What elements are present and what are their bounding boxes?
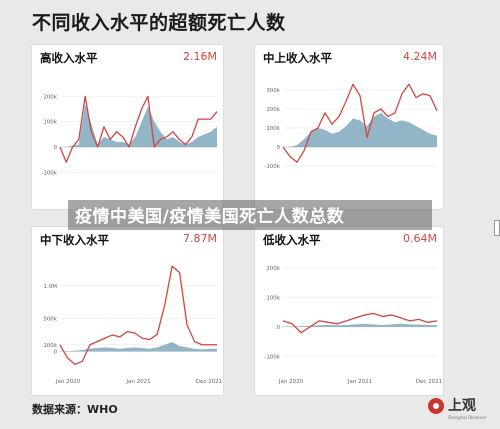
chart-svg-low-income: 200k 100k 0 -100k Jan 2020 Jan 2021 Dec 2021 (264, 266, 442, 385)
overlay-banner-text: 疫情中美国/疫情美国死亡人数总数 (75, 207, 345, 227)
panel-total: 2.16M (183, 50, 217, 63)
y-tick-label: 200k (266, 266, 280, 272)
panel-title: 中上收入水平 (263, 51, 332, 65)
y-tick-label: 100k (43, 120, 57, 126)
y-tick-label: 0 (277, 145, 281, 151)
panel-title: 低收入水平 (263, 233, 321, 247)
x-tick-label: Dec 2021 (196, 379, 222, 385)
chart-svg-upper-middle-income: 300k 200k 100k 0 -100k (264, 83, 438, 170)
data-source-label: 数据来源：WHO (32, 403, 118, 416)
logo-text: 上观 (448, 398, 476, 414)
overlay-banner (68, 200, 432, 230)
chart-panel-low-income: 低收入水平 0.64M 200k 100k 0 -100k Jan 2020 Jan 20… (254, 226, 444, 396)
line-series (59, 265, 217, 366)
edge-handle (494, 220, 500, 236)
y-tick-label: 100k (266, 295, 280, 301)
x-tick-label: Jan 2020 (55, 379, 81, 385)
area-series (283, 323, 437, 327)
y-tick-label: 300k (266, 88, 280, 94)
y-tick-label: -100k (264, 354, 280, 360)
area-series (60, 103, 217, 147)
chart-panel-high-income: 高收入水平 2.16M 200k 100k 0 -100k (31, 44, 224, 210)
panel-total: 0.64M (403, 232, 437, 245)
chart-panel-lower-middle-income: 中下收入水平 7.87M 1.0M 500k 100k 0 Jan 2020 Jan 20… (31, 226, 224, 396)
y-tick-label: 1.0M (44, 284, 58, 290)
x-tick-label: Jan 2020 (278, 379, 304, 385)
logo: 上观 (428, 398, 476, 414)
chart-svg-high-income: 200k 100k 0 -100k (41, 94, 218, 176)
panel-total: 7.87M (183, 232, 217, 245)
x-tick-label: Jan 2021 (125, 379, 150, 385)
line-series (59, 95, 218, 163)
y-tick-label: 500k (43, 317, 57, 323)
y-tick-label: 100k (266, 126, 280, 132)
x-tick-label: Jan 2021 (347, 379, 372, 385)
logo-subtext: Shanghai Observer (448, 415, 487, 420)
line-series (282, 83, 438, 163)
area-series (60, 342, 217, 352)
y-tick-label: 0 (54, 145, 58, 151)
y-tick-label: 0 (277, 325, 281, 331)
y-tick-label: -100k (41, 170, 57, 176)
logo-icon (428, 398, 444, 414)
y-tick-label: 100k (43, 343, 57, 349)
y-tick-label: -100k (264, 164, 280, 170)
y-tick-label: 200k (266, 107, 280, 113)
y-tick-label: 0 (54, 349, 58, 355)
chart-panel-upper-middle-income: 中上收入水平 4.24M 300k 200k 100k 0 -100k (254, 44, 444, 210)
page-title: 不同收入水平的超额死亡人数 (32, 12, 286, 34)
line-series (282, 312, 438, 334)
y-tick-label: 200k (43, 94, 57, 100)
area-series (283, 112, 437, 147)
panel-title: 中下收入水平 (40, 233, 109, 247)
panel-title: 高收入水平 (40, 51, 98, 65)
x-tick-label: Dec 2021 (416, 379, 442, 385)
panel-total: 4.24M (403, 50, 437, 63)
